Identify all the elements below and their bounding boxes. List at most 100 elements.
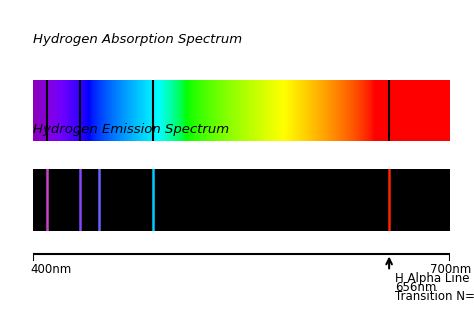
Bar — [199, 80, 200, 141]
Bar — [95, 80, 96, 141]
Bar — [406, 80, 407, 141]
Bar — [55, 80, 56, 141]
Bar — [335, 80, 336, 141]
Bar — [228, 80, 229, 141]
Bar — [414, 80, 415, 141]
Bar — [389, 80, 390, 141]
Bar — [383, 80, 384, 141]
Bar — [301, 80, 302, 141]
Bar — [422, 80, 423, 141]
Bar — [253, 80, 254, 141]
Bar — [49, 80, 50, 141]
Bar — [415, 80, 416, 141]
Bar — [365, 80, 366, 141]
Bar — [440, 80, 441, 141]
Bar — [144, 80, 145, 141]
Bar — [240, 80, 241, 141]
Bar — [417, 80, 418, 141]
Bar — [361, 80, 362, 141]
Bar — [447, 80, 448, 141]
Bar — [51, 80, 52, 141]
Bar — [410, 80, 411, 141]
Bar — [239, 80, 240, 141]
Bar — [193, 80, 194, 141]
Bar — [250, 80, 251, 141]
Bar — [287, 80, 288, 141]
Bar — [429, 80, 430, 141]
Bar — [63, 80, 64, 141]
Bar — [245, 80, 246, 141]
Text: Hydrogen Absorption Spectrum: Hydrogen Absorption Spectrum — [33, 33, 242, 46]
Bar — [431, 80, 432, 141]
Bar — [216, 80, 217, 141]
Bar — [336, 80, 337, 141]
Bar — [237, 80, 238, 141]
Bar — [148, 80, 149, 141]
Bar — [433, 80, 434, 141]
Bar — [184, 80, 185, 141]
Bar — [242, 80, 243, 141]
Bar — [251, 80, 252, 141]
Bar — [332, 80, 333, 141]
Bar — [423, 80, 424, 141]
Bar — [129, 80, 130, 141]
Bar — [114, 80, 115, 141]
Bar — [131, 80, 132, 141]
Bar — [176, 80, 177, 141]
Bar — [293, 80, 294, 141]
Bar — [123, 80, 124, 141]
Bar — [133, 80, 134, 141]
Bar — [183, 80, 184, 141]
Bar — [395, 80, 396, 141]
Bar — [196, 80, 197, 141]
Bar — [121, 80, 122, 141]
Bar — [353, 80, 354, 141]
Bar — [324, 80, 325, 141]
Bar — [382, 80, 383, 141]
Bar — [38, 80, 39, 141]
Bar — [109, 80, 110, 141]
Bar — [154, 80, 155, 141]
Bar — [362, 80, 363, 141]
Bar — [318, 80, 319, 141]
Bar — [111, 80, 112, 141]
Bar — [311, 80, 312, 141]
Bar — [84, 80, 85, 141]
Bar — [243, 80, 244, 141]
Bar — [328, 80, 329, 141]
Bar — [101, 80, 102, 141]
Bar — [388, 80, 389, 141]
Text: H Alpha Line: H Alpha Line — [395, 272, 469, 285]
Bar — [135, 80, 136, 141]
Bar — [348, 80, 349, 141]
Bar — [56, 80, 57, 141]
Bar — [319, 80, 320, 141]
Text: 700nm: 700nm — [429, 263, 471, 276]
Bar — [358, 80, 359, 141]
Bar — [268, 80, 269, 141]
Bar — [296, 80, 297, 141]
Bar — [220, 80, 221, 141]
Bar — [43, 80, 44, 141]
Bar — [248, 80, 249, 141]
Bar — [61, 80, 62, 141]
Bar — [337, 80, 338, 141]
Bar — [167, 80, 168, 141]
Bar — [325, 80, 326, 141]
Bar — [54, 80, 55, 141]
Bar — [53, 80, 54, 141]
Bar — [227, 80, 228, 141]
Bar — [270, 80, 271, 141]
Bar — [60, 80, 61, 141]
Bar — [173, 80, 174, 141]
Bar — [425, 80, 426, 141]
Bar — [285, 80, 286, 141]
Bar — [343, 80, 344, 141]
Bar — [420, 80, 421, 141]
Bar — [295, 80, 296, 141]
Bar — [178, 80, 179, 141]
Bar — [89, 80, 90, 141]
Bar — [344, 80, 345, 141]
Bar — [347, 80, 348, 141]
Bar — [91, 80, 92, 141]
